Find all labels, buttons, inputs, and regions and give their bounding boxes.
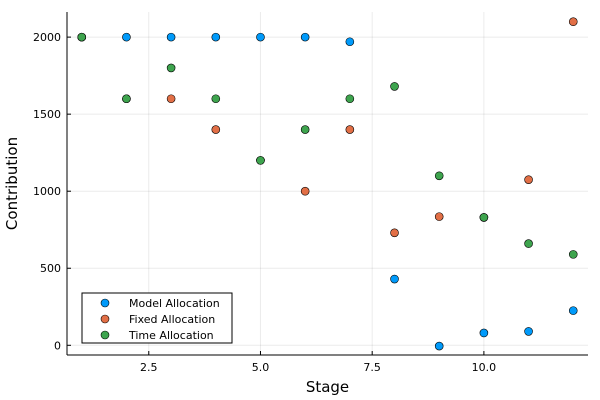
data-point-time-allocation	[77, 32, 87, 42]
data-point-time-allocation	[122, 94, 131, 104]
legend: Model Allocation Fixed Allocation Time All…	[81, 292, 233, 344]
data-point-model-allocation	[122, 32, 131, 42]
x-tick-label: 7.5	[363, 361, 381, 374]
data-point-time-allocation	[211, 94, 221, 104]
x-axis-label: Stage	[306, 378, 349, 396]
legend-marker	[100, 298, 110, 308]
data-point-fixed-allocation	[345, 125, 355, 134]
data-point-fixed-allocation	[166, 94, 176, 104]
data-point-model-allocation	[524, 327, 533, 336]
data-point-model-allocation	[211, 32, 221, 42]
y-tick-label: 500	[40, 262, 61, 275]
data-point-time-allocation	[390, 82, 399, 91]
x-tick-label: 5.0	[252, 361, 270, 374]
data-point-fixed-allocation	[434, 212, 444, 221]
data-point-fixed-allocation	[300, 186, 310, 196]
y-tick-label: 2000	[33, 31, 61, 44]
data-point-model-allocation	[568, 306, 578, 315]
data-point-fixed-allocation	[568, 17, 578, 27]
data-point-time-allocation	[166, 63, 176, 73]
legend-label: Fixed Allocation	[129, 313, 215, 326]
y-tick-labels: 0 500 1000 1500 2000	[33, 31, 61, 352]
data-point-fixed-allocation	[524, 175, 533, 184]
data-point-time-allocation	[300, 125, 310, 134]
x-tick-labels: 2.5 5.0 7.5 10.0	[140, 361, 496, 374]
y-tick-label: 1000	[33, 185, 61, 198]
axes	[66, 12, 588, 356]
legend-label: Time Allocation	[128, 329, 214, 342]
data-point-model-allocation	[390, 274, 399, 284]
data-point-time-allocation	[479, 213, 489, 222]
y-axis-label: Contribution	[3, 137, 21, 230]
data-point-model-allocation	[434, 341, 444, 351]
y-tick-label: 1500	[33, 108, 61, 121]
data-point-time-allocation	[434, 171, 444, 181]
data-point-model-allocation	[479, 328, 489, 338]
data-point-fixed-allocation	[390, 228, 399, 238]
data-point-model-allocation	[345, 37, 355, 47]
legend-marker	[100, 314, 110, 324]
legend-label: Model Allocation	[129, 297, 220, 310]
data-point-model-allocation	[166, 32, 176, 42]
data-point-time-allocation	[256, 156, 265, 165]
y-tick-label: 0	[54, 339, 61, 352]
grid	[67, 12, 588, 355]
data-point-model-allocation	[300, 32, 310, 42]
data-point-time-allocation	[568, 250, 578, 259]
data-point-fixed-allocation	[211, 125, 221, 134]
data-point-time-allocation	[345, 94, 355, 104]
data-point-time-allocation	[524, 239, 533, 248]
data-points	[77, 17, 578, 351]
data-point-model-allocation	[256, 32, 265, 42]
legend-marker	[100, 330, 110, 340]
x-tick-label: 10.0	[472, 361, 497, 374]
x-tick-label: 2.5	[140, 361, 158, 374]
